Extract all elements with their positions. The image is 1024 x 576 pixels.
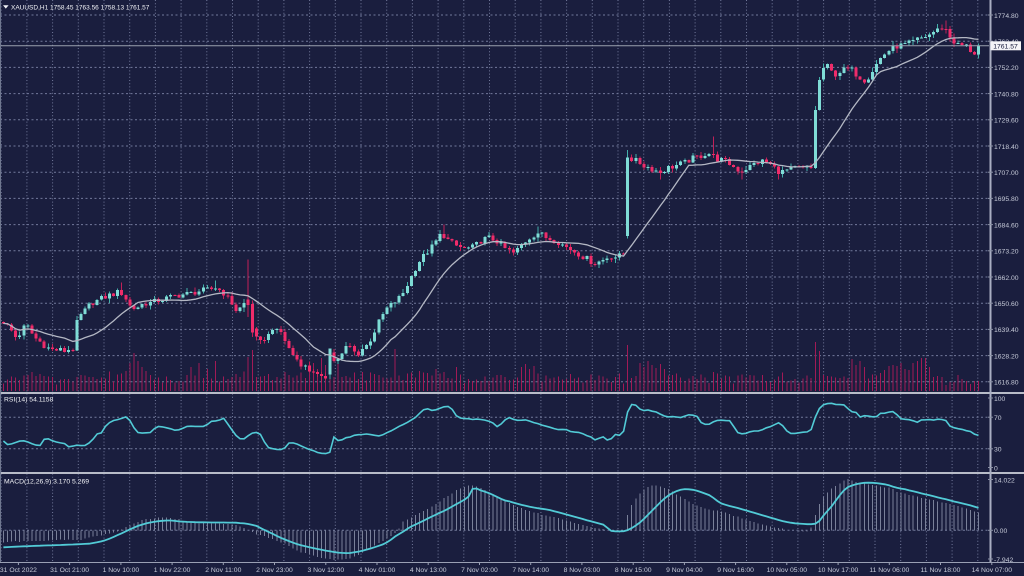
svg-text:1774.80: 1774.80 [994,13,1019,20]
svg-text:30: 30 [994,447,1002,454]
svg-text:70: 70 [994,415,1002,422]
svg-text:2 Nov 11:00: 2 Nov 11:00 [205,567,241,574]
svg-text:4 Nov 01:00: 4 Nov 01:00 [359,567,396,574]
svg-text:1662.00: 1662.00 [994,275,1019,282]
svg-text:7 Nov 02:00: 7 Nov 02:00 [461,567,498,574]
svg-text:1616.80: 1616.80 [994,380,1019,387]
svg-text:14.022: 14.022 [994,477,1015,484]
svg-text:10 Nov 05:00: 10 Nov 05:00 [767,567,808,574]
svg-text:1639.40: 1639.40 [994,327,1019,334]
svg-text:100: 100 [994,396,1006,403]
svg-text:3 Nov 12:00: 3 Nov 12:00 [307,567,344,574]
svg-text:11 Nov 18:00: 11 Nov 18:00 [921,567,961,574]
svg-text:2 Nov 23:00: 2 Nov 23:00 [256,567,293,574]
svg-text:10 Nov 17:00: 10 Nov 17:00 [818,567,859,574]
svg-text:1684.60: 1684.60 [994,222,1019,229]
svg-text:7 Nov 14:00: 7 Nov 14:00 [512,567,549,574]
svg-text:1707.00: 1707.00 [994,170,1019,177]
svg-text:9 Nov 16:00: 9 Nov 16:00 [717,567,754,574]
svg-text:RSI(14) 54.1158: RSI(14) 54.1158 [4,396,54,403]
svg-text:8 Nov 15:00: 8 Nov 15:00 [615,567,652,574]
svg-text:XAUUSD,H1: XAUUSD,H1 [11,5,49,12]
svg-text:9 Nov 04:00: 9 Nov 04:00 [666,567,703,574]
svg-text:0.00: 0.00 [994,528,1007,535]
svg-text:1758.45 1763.56 1758.13 1761.5: 1758.45 1763.56 1758.13 1761.57 [50,5,150,12]
svg-text:14 Nov 07:00: 14 Nov 07:00 [972,567,1013,574]
svg-text:MACD(12,26,9) 3.170 5.269: MACD(12,26,9) 3.170 5.269 [4,479,89,486]
svg-text:1 Nov 22:00: 1 Nov 22:00 [154,567,191,574]
svg-text:1729.60: 1729.60 [994,118,1019,125]
svg-text:11 Nov 06:00: 11 Nov 06:00 [869,567,909,574]
svg-text:-7.942: -7.942 [994,557,1013,564]
svg-text:1752.20: 1752.20 [994,65,1019,72]
svg-text:1 Nov 10:00: 1 Nov 10:00 [103,567,140,574]
svg-text:1761.57: 1761.57 [993,44,1018,51]
svg-text:1650.60: 1650.60 [994,301,1019,308]
svg-text:1718.40: 1718.40 [994,144,1019,151]
svg-text:8 Nov 03:00: 8 Nov 03:00 [564,567,601,574]
svg-text:1740.80: 1740.80 [994,91,1019,98]
svg-text:1673.20: 1673.20 [994,249,1019,256]
svg-text:1628.20: 1628.20 [994,353,1019,360]
svg-text:0: 0 [994,465,998,472]
svg-text:4 Nov 13:00: 4 Nov 13:00 [410,567,447,574]
svg-text:31 Oct 21:00: 31 Oct 21:00 [50,567,89,574]
svg-text:31 Oct 2022: 31 Oct 2022 [0,567,37,574]
svg-text:1695.80: 1695.80 [994,196,1019,203]
